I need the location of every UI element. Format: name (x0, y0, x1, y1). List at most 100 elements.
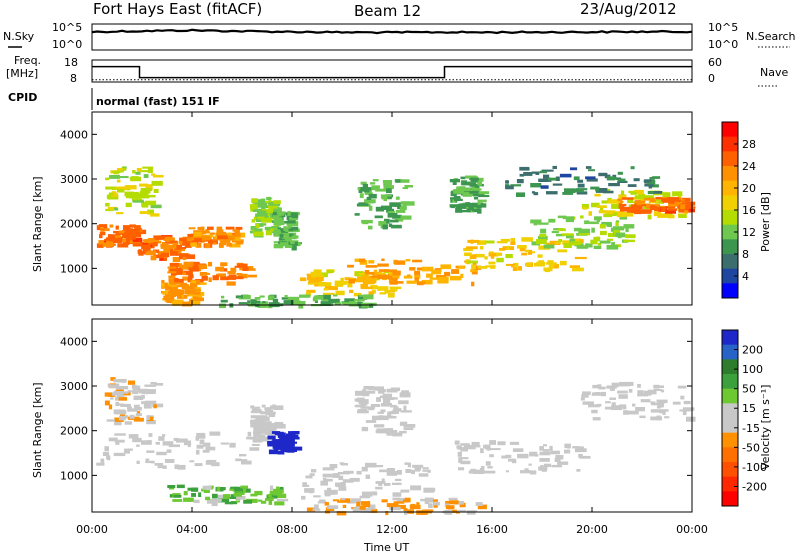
heatmap-cell (100, 458, 105, 463)
heatmap-cell (235, 495, 246, 500)
heatmap-cell (104, 392, 116, 397)
heatmap-cell (253, 425, 261, 431)
heatmap-cell (136, 460, 140, 464)
heatmap-cell (476, 205, 482, 209)
heatmap-cell (588, 169, 595, 172)
heatmap-cell (667, 211, 673, 217)
heatmap-cell (640, 399, 651, 403)
heatmap-cell (201, 232, 206, 235)
heatmap-cell (450, 197, 461, 200)
heatmap-cell (609, 211, 614, 215)
heatmap-cell (401, 391, 407, 396)
heatmap-cell (537, 222, 549, 225)
heatmap-cell (635, 407, 645, 412)
heatmap-cell (286, 439, 295, 442)
heatmap-cell (573, 227, 582, 232)
heatmap-cell (596, 219, 600, 222)
heatmap-cell (598, 210, 607, 214)
heatmap-cell (453, 189, 465, 194)
heatmap-cell (152, 403, 164, 408)
heatmap-cell (565, 233, 574, 239)
heatmap-cell (291, 214, 298, 219)
heatmap-cell (373, 269, 378, 273)
heatmap-cell (591, 202, 600, 208)
heatmap-cell (517, 453, 529, 459)
heatmap-cell (394, 478, 402, 481)
heatmap-cell (605, 401, 611, 404)
heatmap-cell (209, 232, 215, 235)
heatmap-cell (594, 217, 600, 220)
heatmap-cell (117, 386, 129, 390)
heatmap-cell (160, 246, 169, 249)
heatmap-cell (250, 415, 257, 419)
heatmap-cell (277, 440, 287, 446)
heatmap-cell (613, 230, 621, 235)
heatmap-cell (361, 399, 369, 404)
colorbar-swatch (722, 418, 738, 434)
heatmap-cell (98, 240, 104, 245)
heatmap-cell (584, 220, 590, 225)
heatmap-cell (371, 415, 381, 421)
heatmap-cell (644, 179, 652, 184)
heatmap-cell (193, 499, 200, 503)
heatmap-cell (290, 446, 303, 451)
heatmap-cell (279, 435, 285, 440)
x-tick-label: 08:00 (276, 523, 308, 536)
y-tick-label: 2000 (60, 425, 88, 438)
heatmap-cell (144, 384, 156, 387)
heatmap-cell (181, 285, 192, 290)
heatmap-cell (227, 232, 233, 236)
heatmap-cell (467, 260, 478, 264)
heatmap-cell (237, 263, 248, 268)
heatmap-cell (171, 245, 177, 249)
heatmap-cell (125, 193, 132, 199)
heatmap-cell (467, 239, 480, 243)
heatmap-cell (660, 409, 669, 412)
heatmap-cell (254, 406, 261, 409)
heatmap-cell (220, 262, 225, 267)
heatmap-cell (431, 269, 441, 275)
heatmap-cell (210, 234, 214, 238)
heatmap-cell (254, 297, 261, 300)
heatmap-cell (266, 494, 278, 499)
heatmap-cell (472, 262, 477, 266)
heatmap-cell (399, 205, 407, 210)
heatmap-cell (270, 213, 274, 218)
heatmap-cell (424, 501, 430, 505)
heatmap-cell (134, 225, 141, 230)
heatmap-cell (191, 487, 199, 492)
heatmap-cell (576, 188, 588, 191)
heatmap-cell (119, 379, 127, 383)
heatmap-cell (288, 431, 294, 436)
heatmap-cell (654, 208, 659, 212)
heatmap-cell (536, 239, 547, 244)
heatmap-cell (182, 276, 190, 281)
heatmap-cell (576, 191, 588, 195)
heatmap-cell (672, 401, 681, 405)
heatmap-cell (416, 510, 428, 515)
colorbar-tick-label: 200 (742, 344, 763, 357)
heatmap-cell (623, 410, 629, 415)
cpid-label: CPID (8, 91, 37, 104)
heatmap-cell (388, 275, 393, 280)
heatmap-cell (140, 187, 152, 191)
heatmap-cell (391, 432, 403, 436)
heatmap-cell (343, 281, 352, 284)
heatmap-cell (564, 449, 571, 454)
heatmap-cell (179, 241, 183, 244)
heatmap-cell (260, 198, 266, 204)
heatmap-cell (102, 451, 110, 456)
heatmap-cell (124, 239, 135, 245)
heatmap-cell (574, 256, 587, 260)
heatmap-cell (610, 387, 615, 391)
heatmap-cell (195, 281, 200, 285)
heatmap-cell (234, 486, 246, 492)
heatmap-cell (425, 281, 430, 285)
heatmap-cell (452, 198, 456, 203)
heatmap-cell (523, 172, 533, 176)
heatmap-cell (654, 204, 659, 207)
heatmap-cell (168, 275, 176, 279)
heatmap-cell (471, 441, 480, 446)
heatmap-cell (612, 383, 624, 386)
heatmap-cell (375, 481, 386, 484)
